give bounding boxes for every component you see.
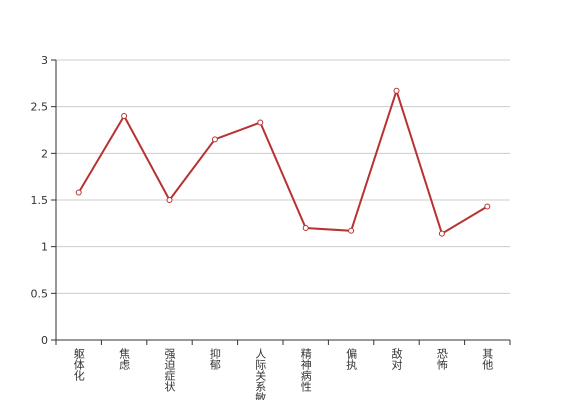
y-tick-label: 0.5 <box>31 287 49 300</box>
x-tick-label: 偏执 <box>345 347 358 371</box>
x-tick-label: 躯体化 <box>72 348 85 382</box>
point <box>121 113 128 119</box>
x-tick-label: 抑郁 <box>208 347 221 370</box>
point <box>302 225 309 231</box>
x-tick-label: 恐怖 <box>435 348 448 370</box>
point <box>257 119 264 126</box>
point <box>348 227 355 234</box>
x-tick-label: 焦虑 <box>118 348 131 370</box>
y-tick-label: 3 <box>41 54 48 67</box>
point <box>166 197 173 203</box>
y-tick-label: 2 <box>41 147 48 160</box>
x-tick-label: 其他 <box>481 348 494 370</box>
y-tick-label: 1.5 <box>31 194 49 207</box>
x-tick-label: 人际关系敏感 <box>254 348 267 400</box>
y-tick-label: 2.5 <box>31 101 49 114</box>
y-tick-label: 1 <box>41 241 48 254</box>
x-tick-label: 强迫症状 <box>163 348 176 392</box>
point <box>211 136 218 143</box>
y-tick-label: 0 <box>41 334 48 347</box>
point <box>438 230 445 237</box>
point <box>75 189 82 196</box>
point <box>484 203 491 210</box>
x-tick-label: 精神病性 <box>299 348 312 393</box>
point <box>393 87 400 94</box>
x-tick-label: 敌对 <box>390 347 403 370</box>
line <box>77 87 488 236</box>
